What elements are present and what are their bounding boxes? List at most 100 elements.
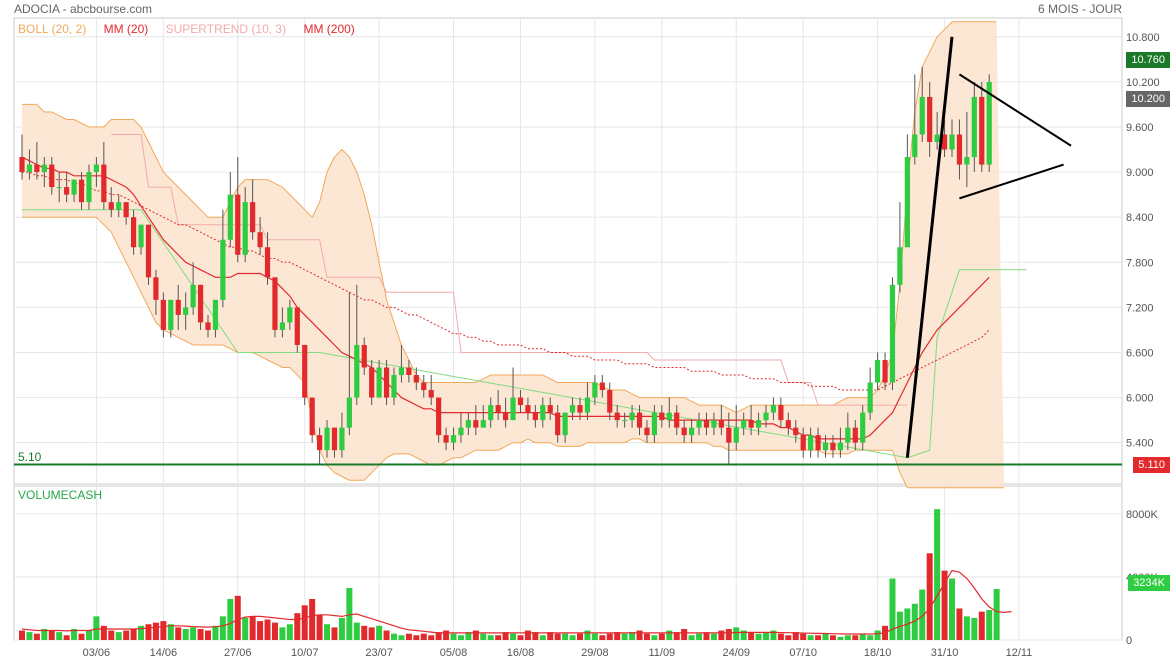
legend-supertrend[interactable]: SUPERTREND (10, 3) xyxy=(165,22,287,36)
candle-up xyxy=(86,172,92,203)
volume-bar xyxy=(911,603,918,640)
candle-down xyxy=(78,179,85,203)
candle-up xyxy=(934,134,940,143)
candle-up xyxy=(964,157,970,165)
candle-up xyxy=(450,435,457,443)
volume-average-line xyxy=(21,569,1012,635)
volume-bar xyxy=(420,633,427,640)
volume-bar xyxy=(577,633,583,640)
volume-bar xyxy=(815,635,822,640)
legend-boll[interactable]: BOLL (20, 2) xyxy=(18,22,87,36)
volume-bar xyxy=(688,635,695,640)
y-tick-label: 5.400 xyxy=(1126,438,1154,450)
x-tick-label: 07/10 xyxy=(789,647,817,659)
candle-up xyxy=(220,239,226,300)
candle-up xyxy=(398,367,405,376)
candle-up xyxy=(339,427,345,451)
volume-bar xyxy=(584,630,591,640)
volume-bar xyxy=(733,627,740,640)
volume-bar xyxy=(636,630,643,640)
candle-down xyxy=(413,375,419,383)
candle-up xyxy=(845,427,851,443)
volume-bar xyxy=(398,635,405,640)
volume-bar xyxy=(770,630,777,640)
candle-down xyxy=(49,164,55,188)
candle-up xyxy=(696,420,702,428)
legend-volume[interactable]: VOLUMECASH xyxy=(18,488,103,502)
volume-bar xyxy=(346,587,353,640)
volume-bar xyxy=(554,633,561,640)
volume-bar xyxy=(710,633,717,640)
volume-bar xyxy=(33,633,40,640)
volume-panel-frame xyxy=(13,485,1123,641)
candle-down xyxy=(145,224,152,278)
volume-last-tag: 3234K xyxy=(1128,575,1170,591)
volume-bar xyxy=(517,635,524,640)
candle-down xyxy=(331,427,338,451)
volume-bar xyxy=(219,616,226,640)
volume-bar xyxy=(591,633,598,640)
support-label: 5.10 xyxy=(18,450,42,464)
volume-bar xyxy=(532,632,539,640)
volume-bar xyxy=(26,632,33,640)
candle-down xyxy=(525,405,531,413)
volume-bar xyxy=(629,632,636,640)
candle-up xyxy=(41,164,47,173)
x-tick-label: 05/08 xyxy=(440,647,468,659)
volume-bar xyxy=(703,632,710,640)
candle-down xyxy=(703,420,710,428)
volume-bar xyxy=(681,628,688,640)
price-panel-frame xyxy=(13,17,1123,485)
x-tick-label: 10/07 xyxy=(291,647,319,659)
x-tick-label: 16/08 xyxy=(507,647,535,659)
candle-down xyxy=(555,412,561,436)
x-tick-label: 31/10 xyxy=(931,647,959,659)
volume-bar xyxy=(740,630,747,640)
volume-bar xyxy=(696,633,703,640)
volume-bar xyxy=(41,628,48,640)
volume-bar xyxy=(85,630,92,640)
volume-bar xyxy=(257,621,264,640)
supertrend-support-line xyxy=(22,209,1027,459)
mm200-line xyxy=(22,171,990,391)
candle-up xyxy=(912,134,918,158)
candle-down xyxy=(406,367,412,376)
y-tick-label: 7.200 xyxy=(1126,302,1154,314)
trend-line xyxy=(958,73,1072,147)
legend-mm20[interactable]: MM (20) xyxy=(103,22,149,36)
candle-up xyxy=(711,420,717,428)
volume-bar xyxy=(182,628,189,640)
volume-bar xyxy=(167,624,174,640)
volume-bar xyxy=(941,570,948,640)
volume-bar xyxy=(621,633,628,640)
y-tick-label: 9.000 xyxy=(1126,167,1154,179)
candle-up xyxy=(168,299,174,330)
volume-bar xyxy=(242,617,249,640)
candle-down xyxy=(674,412,680,428)
y-tick-label: 10.200 xyxy=(1126,77,1160,89)
indicator-legend: BOLL (20, 2) MM (20) SUPERTREND (10, 3) … xyxy=(18,22,369,36)
volume-bar xyxy=(785,635,792,640)
candle-up xyxy=(629,412,635,421)
candle-up xyxy=(562,412,568,436)
volume-bar xyxy=(963,616,970,640)
volume-bar xyxy=(725,628,732,640)
candle-down xyxy=(235,194,241,255)
volume-bar xyxy=(949,578,955,640)
candle-up xyxy=(26,164,33,173)
candle-down xyxy=(659,412,665,421)
legend-mm200[interactable]: MM (200) xyxy=(303,22,355,36)
volume-bar xyxy=(562,633,569,640)
candle-up xyxy=(287,307,293,323)
candle-down xyxy=(317,435,323,451)
candle-up xyxy=(986,81,992,165)
candle-down xyxy=(577,405,583,413)
volume-bar xyxy=(368,627,375,640)
candle-up xyxy=(592,382,598,398)
candle-up xyxy=(741,420,747,428)
volume-bar xyxy=(391,633,397,640)
candle-down xyxy=(726,427,732,443)
volume-bar xyxy=(286,624,293,640)
volume-bar xyxy=(748,632,755,640)
